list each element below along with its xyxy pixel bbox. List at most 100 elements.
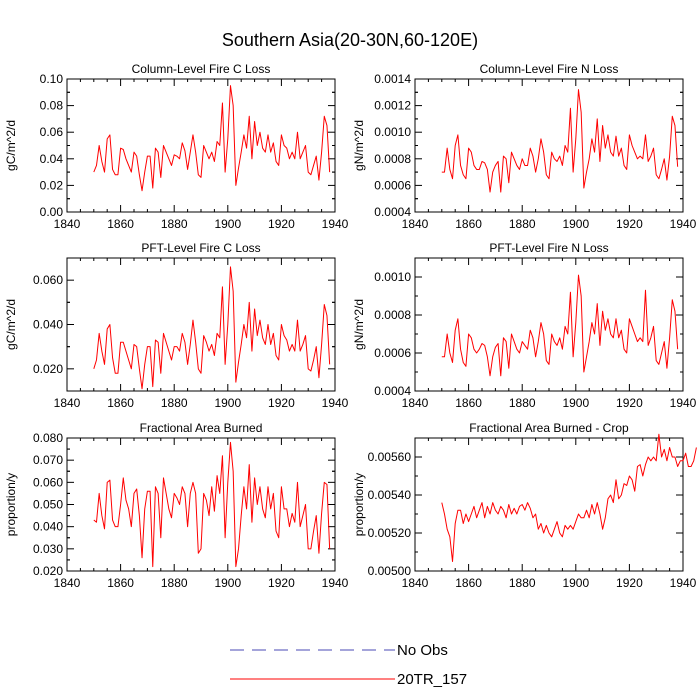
y-tick-label: 0.0008: [374, 152, 411, 166]
y-tick-label: 0.040: [33, 520, 63, 534]
y-tick-label: 0.00540: [368, 488, 412, 502]
y-tick-label: 0.0012: [374, 99, 411, 113]
x-tick-label: 1940: [670, 396, 697, 410]
x-tick-label: 1860: [455, 217, 482, 231]
y-tick-label: 0.020: [33, 362, 63, 376]
y-tick-label: 0.060: [33, 475, 63, 489]
y-tick-label: 0.0004: [374, 205, 411, 219]
chart-panel-1: Column-Level Fire C Loss gC/m^2/d 1840 1860…: [4, 62, 349, 231]
panel-title: Column-Level Fire C Loss: [132, 62, 271, 76]
x-tick-label: 1860: [107, 396, 134, 410]
x-tick-label: 1920: [268, 217, 295, 231]
x-tick-label: 1920: [268, 576, 295, 590]
x-tick-label: 1900: [214, 217, 241, 231]
y-tick-label: 0.0010: [374, 270, 411, 284]
legend: No Obs 20TR_157: [230, 642, 467, 688]
y-tick-label: 0.060: [33, 273, 63, 287]
y-tick-label: 0.06: [40, 125, 64, 139]
x-tick-label: 1940: [322, 576, 349, 590]
y-tick-label: 0.0006: [374, 178, 411, 192]
series-line-20tr-157: [93, 85, 331, 192]
plot-frame: [414, 437, 684, 572]
y-tick-label: 0.070: [33, 453, 63, 467]
panel-title: PFT-Level Fire C Loss: [141, 241, 260, 255]
x-tick-label: 1840: [402, 396, 429, 410]
y-tick-label: 0.030: [33, 542, 63, 556]
legend-obs-label: No Obs: [397, 642, 448, 659]
series-line-20tr-157: [441, 433, 697, 562]
x-tick-label: 1940: [322, 396, 349, 410]
chart-panel-6: Fractional Area Burned - Crop proportion/…: [352, 421, 697, 590]
plot-frame: [66, 78, 336, 213]
x-tick-label: 1880: [161, 396, 188, 410]
x-tick-label: 1920: [616, 396, 643, 410]
x-tick-label: 1920: [616, 576, 643, 590]
y-tick-label: 0.10: [40, 72, 64, 86]
x-tick-label: 1880: [509, 217, 536, 231]
x-tick-label: 1840: [402, 217, 429, 231]
x-tick-label: 1840: [54, 217, 81, 231]
chart-panel-2: Column-Level Fire N Loss gN/m^2/d 1840 1860…: [352, 62, 697, 231]
y-tick-label: 0.02: [40, 178, 64, 192]
x-tick-label: 1920: [268, 396, 295, 410]
x-tick-label: 1840: [402, 576, 429, 590]
y-tick-label: 0.00560: [368, 450, 412, 464]
y-tick-label: 0.04: [40, 152, 64, 166]
chart-panel-5: Fractional Area Burned proportion/y 1840 18…: [4, 421, 349, 590]
x-tick-label: 1880: [509, 396, 536, 410]
y-axis-label: gN/m^2/d: [352, 299, 366, 350]
x-tick-label: 1900: [562, 576, 589, 590]
panels: Column-Level Fire C Loss gC/m^2/d 1840 1860…: [4, 62, 697, 590]
y-axis-label: proportion/y: [352, 473, 366, 536]
x-tick-label: 1840: [54, 576, 81, 590]
y-axis-label: gC/m^2/d: [4, 299, 18, 350]
y-tick-label: 0.080: [33, 431, 63, 445]
x-tick-label: 1880: [509, 576, 536, 590]
x-tick-label: 1920: [616, 217, 643, 231]
x-tick-label: 1840: [54, 396, 81, 410]
y-tick-label: 0.020: [33, 564, 63, 578]
y-axis-label: gC/m^2/d: [4, 120, 18, 171]
y-tick-label: 0.0004: [374, 384, 411, 398]
x-tick-label: 1900: [562, 217, 589, 231]
y-tick-label: 0.00500: [368, 564, 412, 578]
plot-frame: [414, 257, 684, 392]
plot-frame: [66, 437, 336, 572]
y-tick-label: 0.040: [33, 318, 63, 332]
series-line-20tr-157: [441, 89, 679, 193]
y-tick-label: 0.0010: [374, 125, 411, 139]
x-tick-label: 1940: [670, 217, 697, 231]
y-tick-label: 0.0006: [374, 346, 411, 360]
panel-title: Column-Level Fire N Loss: [480, 62, 619, 76]
y-tick-label: 0.0014: [374, 72, 411, 86]
x-tick-label: 1860: [455, 396, 482, 410]
chart-panel-3: PFT-Level Fire C Loss gC/m^2/d 1840 1860 188…: [4, 241, 349, 410]
x-tick-label: 1860: [107, 217, 134, 231]
y-tick-label: 0.00: [40, 205, 64, 219]
y-tick-label: 0.00520: [368, 526, 412, 540]
panel-title: PFT-Level Fire N Loss: [489, 241, 608, 255]
x-tick-label: 1900: [562, 396, 589, 410]
figure-title: Southern Asia(20-30N,60-120E): [222, 30, 478, 50]
x-tick-label: 1940: [670, 576, 697, 590]
legend-model-label: 20TR_157: [397, 671, 467, 688]
y-axis-label: proportion/y: [4, 473, 18, 536]
x-tick-label: 1940: [322, 217, 349, 231]
panel-title: Fractional Area Burned: [140, 421, 263, 435]
series-line-20tr-157: [93, 441, 331, 568]
x-tick-label: 1860: [107, 576, 134, 590]
panel-title: Fractional Area Burned - Crop: [469, 421, 629, 435]
y-tick-label: 0.08: [40, 99, 64, 113]
x-tick-label: 1880: [161, 576, 188, 590]
x-tick-label: 1880: [161, 217, 188, 231]
y-axis-label: gN/m^2/d: [352, 120, 366, 171]
x-tick-label: 1860: [455, 576, 482, 590]
series-line-20tr-157: [441, 274, 679, 377]
series-line-20tr-157: [93, 266, 331, 390]
x-tick-label: 1900: [214, 576, 241, 590]
y-tick-label: 0.050: [33, 498, 63, 512]
x-tick-label: 1900: [214, 396, 241, 410]
y-tick-label: 0.0008: [374, 308, 411, 322]
chart-panel-4: PFT-Level Fire N Loss gN/m^2/d 1840 1860 188…: [352, 241, 697, 410]
